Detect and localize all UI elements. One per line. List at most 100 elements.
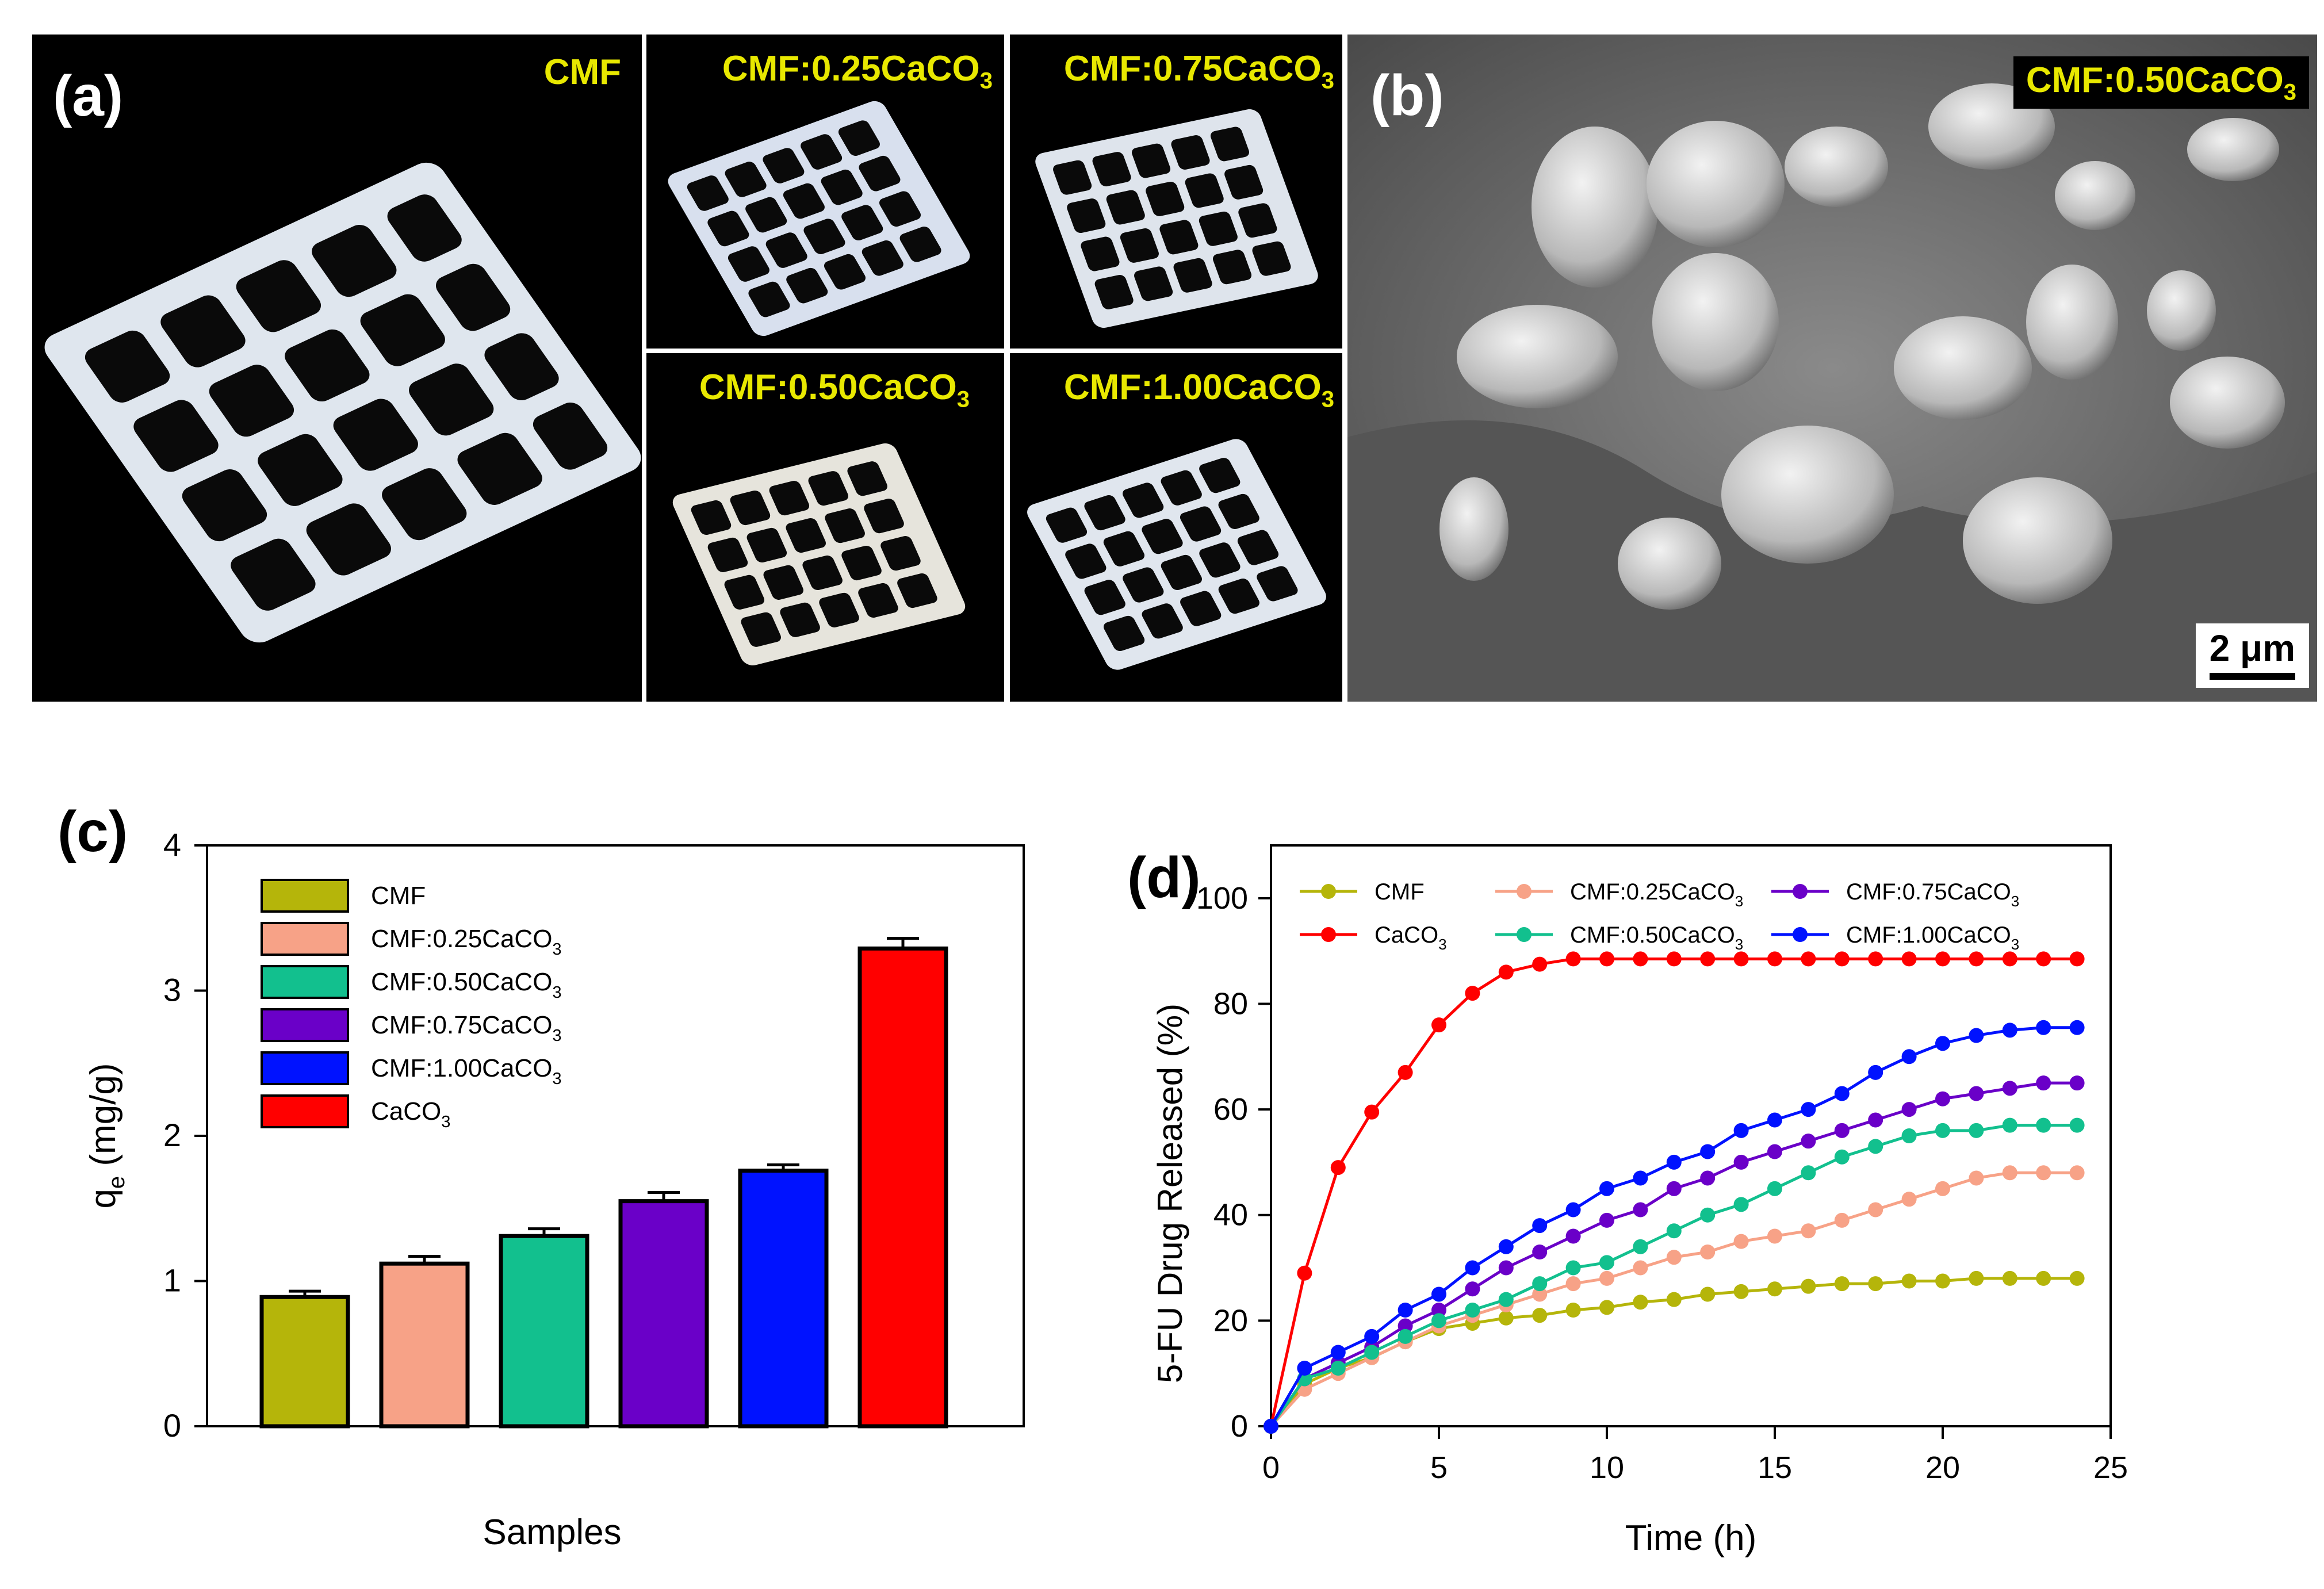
series-4-point bbox=[1801, 1165, 1816, 1181]
series-2-point bbox=[1565, 1228, 1581, 1244]
legend-label-1-sub: 3 bbox=[1735, 893, 1743, 910]
series-0-point bbox=[2069, 1270, 2085, 1286]
series-3-point bbox=[1834, 951, 1850, 967]
legend-label-1-sub: 3 bbox=[552, 940, 561, 959]
series-1-point bbox=[1666, 1250, 1682, 1265]
legend-label-2-sub: 3 bbox=[552, 983, 561, 1002]
series-4-point bbox=[1364, 1345, 1380, 1360]
photo-label-cmf-050: CMF:0.50CaCO3 bbox=[699, 367, 970, 412]
series-3-point bbox=[1868, 951, 1883, 967]
legend-label-5-main: CaCO bbox=[371, 1097, 441, 1125]
series-1-point bbox=[1801, 1223, 1816, 1239]
legend-label-1: CMF:0.25CaCO3 bbox=[371, 925, 562, 959]
series-4-point bbox=[1767, 1181, 1782, 1196]
series-0-point bbox=[1633, 1295, 1648, 1310]
legend-label-1-main: CMF:0.25CaCO bbox=[371, 925, 552, 953]
legend-label-1-main: CMF:0.25CaCO bbox=[1570, 879, 1735, 905]
photo-label-text: CMF:0.50CaCO bbox=[699, 367, 957, 407]
bar-4 bbox=[738, 1169, 829, 1429]
series-3-point bbox=[1364, 1104, 1380, 1120]
series-0-point bbox=[1599, 1300, 1614, 1315]
legend-marker-1 bbox=[1517, 884, 1532, 899]
series-2-point bbox=[2069, 1075, 2085, 1091]
scale-bar-line bbox=[2209, 673, 2295, 680]
series-5-point bbox=[1431, 1286, 1446, 1302]
series-1-point bbox=[1935, 1181, 1950, 1196]
scaffold-image bbox=[44, 162, 641, 643]
series-3-point bbox=[1565, 951, 1581, 967]
series-2-point bbox=[1733, 1154, 1749, 1170]
series-3-point bbox=[1901, 951, 1917, 967]
series-2-point bbox=[1901, 1102, 1917, 1117]
series-2-point bbox=[1599, 1212, 1614, 1228]
legend-label-4-main: CMF:1.00CaCO bbox=[371, 1054, 552, 1082]
series-2-point bbox=[1935, 1091, 1950, 1106]
series-5-point bbox=[1834, 1086, 1850, 1101]
legend-swatch-4 bbox=[261, 1051, 349, 1085]
y-tick-label: 40 bbox=[1213, 1198, 1248, 1232]
series-0-point bbox=[1801, 1278, 1816, 1294]
series-1-point bbox=[2002, 1165, 2017, 1181]
legend-label-3-main: CaCO bbox=[1375, 922, 1438, 948]
photo-cmf-050: CMF:0.50CaCO3 bbox=[646, 353, 1004, 702]
legend-label-2-sub: 3 bbox=[2011, 893, 2019, 910]
series-5-point bbox=[1599, 1181, 1614, 1196]
scaffold-image bbox=[1035, 109, 1318, 328]
photo-label-sub: 3 bbox=[1321, 68, 1334, 94]
legend-label-2: CMF:0.50CaCO3 bbox=[371, 968, 562, 1002]
x-tick-label: 10 bbox=[1590, 1450, 1624, 1485]
legend-label-2-main: CMF:0.50CaCO bbox=[371, 968, 552, 996]
series-1-point bbox=[1700, 1245, 1716, 1259]
legend-swatch-2 bbox=[261, 965, 349, 999]
legend-label-5-sub: 3 bbox=[441, 1113, 450, 1131]
legend-label-4: CMF:1.00CaCO3 bbox=[371, 1054, 562, 1088]
legend-marker-4 bbox=[1517, 927, 1532, 942]
series-3-point bbox=[1431, 1017, 1446, 1033]
series-4-point bbox=[1431, 1313, 1446, 1328]
scaffold-image bbox=[1027, 439, 1326, 670]
series-2-point bbox=[1801, 1134, 1816, 1149]
series-5-point bbox=[1364, 1328, 1380, 1344]
sem-tag-text: CMF:0.50CaCO bbox=[2026, 60, 2284, 100]
y-tick-label: 100 bbox=[1196, 881, 1248, 916]
legend-marker-2 bbox=[1793, 884, 1808, 899]
panel-b-sem-image: (b) CMF:0.50CaCO3 2 μm bbox=[1347, 35, 2317, 702]
y-axis-label-main: q bbox=[83, 1189, 123, 1208]
series-4-point bbox=[1498, 1292, 1514, 1307]
legend-marker-5 bbox=[1793, 927, 1808, 942]
y-axis-label: qe (mg/g) bbox=[83, 1063, 129, 1208]
series-2-point bbox=[1398, 1318, 1413, 1334]
series-1-point bbox=[1599, 1270, 1614, 1286]
series-4-point bbox=[1901, 1128, 1917, 1143]
legend-label-0-main: CMF bbox=[1375, 879, 1425, 905]
legend-swatch-0 bbox=[261, 879, 349, 913]
series-0-point bbox=[1834, 1276, 1850, 1292]
series-5-point bbox=[1733, 1123, 1749, 1138]
legend-marker-0 bbox=[1321, 884, 1336, 899]
series-4-point bbox=[2069, 1117, 2085, 1133]
series-line-4 bbox=[1269, 1124, 2077, 1427]
photo-label-cmf-075: CMF:0.75CaCO3 bbox=[1064, 48, 1334, 94]
series-1-point bbox=[1901, 1192, 1917, 1207]
panel-b-label: (b) bbox=[1370, 63, 1444, 128]
y-tick-label: 1 bbox=[163, 1262, 181, 1299]
series-1-point bbox=[1532, 1286, 1548, 1302]
photo-label-sub: 3 bbox=[979, 68, 993, 94]
series-4-point bbox=[1700, 1207, 1716, 1223]
series-2-point bbox=[1969, 1086, 1984, 1101]
series-3-point bbox=[1935, 951, 1950, 967]
series-3-point bbox=[1633, 951, 1648, 967]
sem-micrograph: (b) bbox=[1347, 35, 2317, 702]
series-3-point bbox=[1398, 1065, 1413, 1080]
series-3-point bbox=[1330, 1160, 1346, 1176]
series-3-point bbox=[1532, 956, 1548, 972]
sem-sample-tag: CMF:0.50CaCO3 bbox=[2013, 56, 2309, 109]
photo-label-cmf: CMF bbox=[544, 52, 621, 93]
series-5-point bbox=[1565, 1202, 1581, 1217]
legend-label-3-sub: 3 bbox=[1438, 936, 1446, 953]
panel-c-label: (c) bbox=[58, 799, 128, 864]
series-3-point bbox=[1666, 951, 1682, 967]
y-tick-label: 0 bbox=[1231, 1409, 1248, 1443]
series-5-point bbox=[2069, 1020, 2085, 1035]
series-5-point bbox=[1868, 1065, 1883, 1080]
